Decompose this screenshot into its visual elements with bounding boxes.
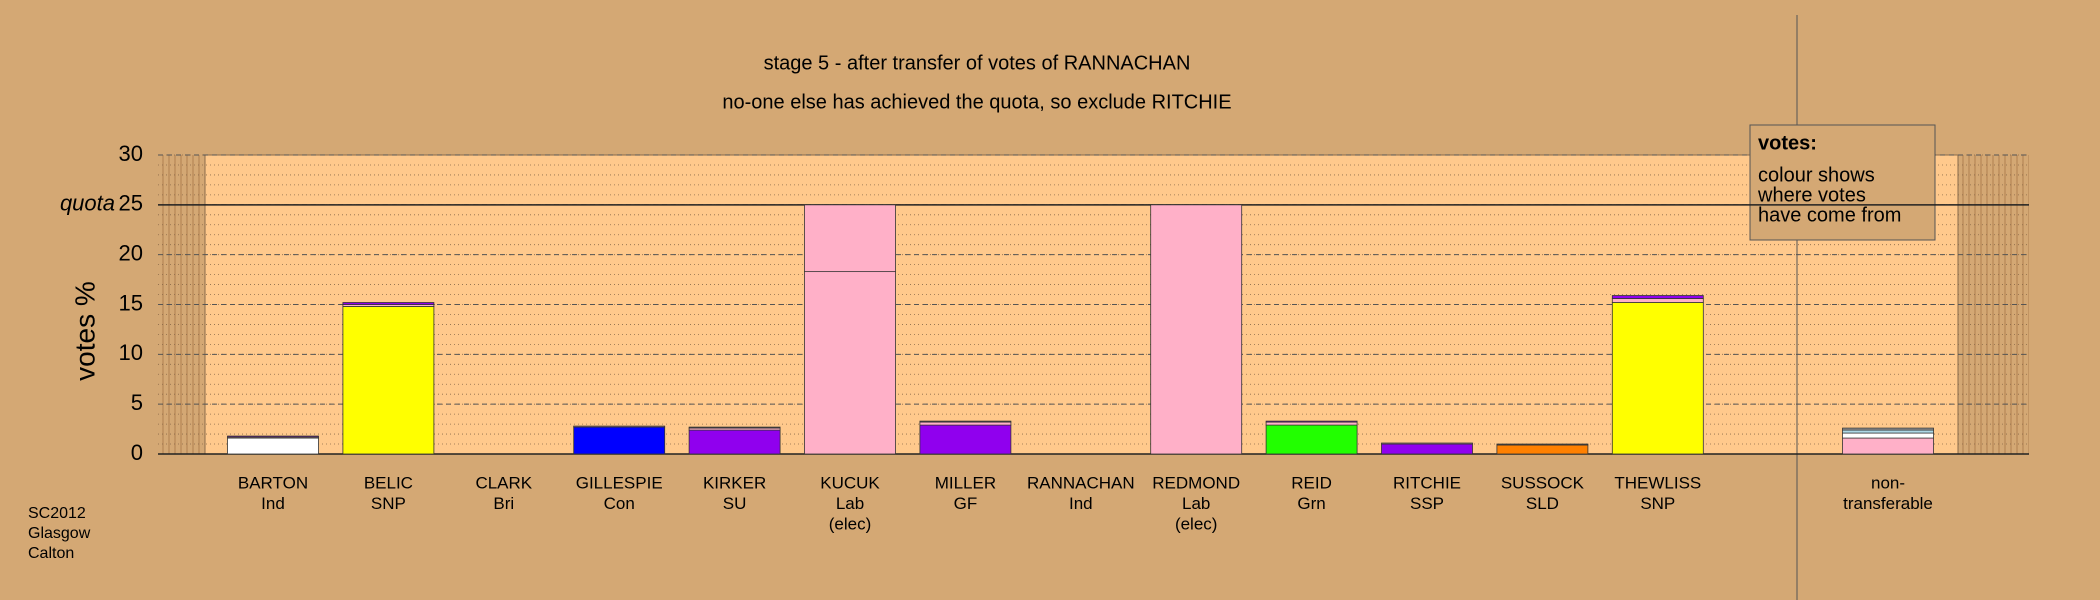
bar-segment: [1611, 298, 1704, 303]
bar-segment: [227, 437, 319, 455]
bar-segment: [1496, 444, 1589, 455]
x-tick-label: Grn: [1297, 494, 1325, 513]
y-tick-label: 0: [131, 440, 143, 465]
x-tick-label: SNP: [1640, 494, 1675, 513]
x-tick-label: (elec): [1175, 514, 1218, 533]
bar-segment: [919, 421, 1012, 426]
bar-segment: [573, 425, 666, 428]
chart-title: stage 5 - after transfer of votes of RAN…: [764, 52, 1191, 74]
x-tick-label: MILLER: [935, 473, 996, 492]
x-tick-label: SLD: [1526, 494, 1559, 513]
x-tick-label: BELIC: [364, 473, 413, 492]
y-tick-label: 30: [119, 141, 143, 166]
legend-text: where votes: [1757, 184, 1866, 206]
bar-segment: [1150, 204, 1243, 455]
y-axis-label: votes %: [69, 281, 100, 381]
bar-segment: [227, 435, 319, 438]
x-tick-label: non-: [1871, 473, 1905, 492]
x-tick-label: Lab: [836, 494, 864, 513]
footnote: SC2012: [28, 505, 86, 522]
y-tick-label: 20: [119, 240, 143, 265]
legend-box: [1749, 124, 1936, 241]
bar-segment: [1265, 420, 1358, 423]
x-tick-label: Ind: [1069, 494, 1093, 513]
x-tick-label: REID: [1291, 473, 1332, 492]
quota-label: quota: [60, 191, 115, 216]
y-tick-label: 5: [131, 390, 143, 415]
bar-segment: [804, 204, 896, 273]
bar-segment: [1842, 437, 1934, 455]
legend-title: votes:: [1758, 132, 1817, 154]
x-tick-label: Lab: [1182, 494, 1210, 513]
footnote: Glasgow: [28, 525, 91, 542]
x-tick-label: THEWLISS: [1614, 473, 1701, 492]
bar-segment: [1842, 432, 1934, 439]
x-tick-label: transferable: [1843, 494, 1933, 513]
bar-segment: [1842, 429, 1934, 434]
x-tick-label: RITCHIE: [1393, 473, 1461, 492]
x-tick-label: CLARK: [475, 473, 532, 492]
bar-segment: [1381, 443, 1473, 455]
legend-text: have come from: [1758, 204, 1901, 226]
bar-segment: [1265, 424, 1358, 455]
y-tick-label: 25: [119, 191, 143, 216]
x-tick-label: RANNACHAN: [1027, 473, 1135, 492]
bar-segment: [919, 420, 1012, 423]
x-tick-label: Con: [604, 494, 635, 513]
bar-segment: [919, 424, 1012, 455]
x-tick-label: SNP: [371, 494, 406, 513]
bar-segment: [804, 271, 896, 455]
bar-segment: [688, 429, 781, 455]
bar-segment: [1611, 295, 1704, 299]
bar-segment: [1381, 442, 1473, 445]
chart-subtitle: no-one else has achieved the quota, so e…: [722, 91, 1231, 113]
legend-text: colour shows: [1758, 164, 1875, 186]
x-tick-label: Ind: [261, 494, 285, 513]
bar-segment: [1611, 302, 1704, 455]
x-tick-label: GILLESPIE: [576, 473, 663, 492]
bar-segment: [1496, 443, 1589, 446]
x-tick-label: KIRKER: [703, 473, 766, 492]
footnote: Calton: [28, 545, 74, 562]
x-tick-label: SUSSOCK: [1501, 473, 1585, 492]
bar-segment: [342, 306, 435, 455]
x-tick-label: (elec): [829, 514, 872, 533]
x-tick-label: SSP: [1410, 494, 1444, 513]
y-tick-label: 10: [119, 340, 143, 365]
x-tick-label: Bri: [493, 494, 514, 513]
bar-segment: [342, 302, 435, 305]
x-tick-label: BARTON: [238, 473, 308, 492]
y-tick-label: 15: [119, 290, 143, 315]
x-tick-label: GF: [954, 494, 978, 513]
bar-segment: [1265, 421, 1358, 426]
bar-segment: [1842, 427, 1934, 431]
x-tick-label: SU: [723, 494, 747, 513]
x-tick-label: KUCUK: [820, 473, 880, 492]
bar-segment: [573, 426, 666, 455]
x-tick-label: REDMOND: [1152, 473, 1240, 492]
bar-segment: [688, 426, 781, 429]
